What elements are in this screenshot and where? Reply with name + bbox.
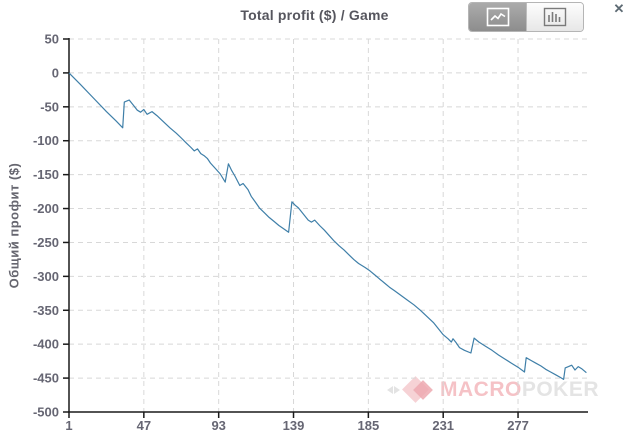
x-tick-label: 277 bbox=[507, 418, 529, 433]
y-tick-label: -450 bbox=[33, 371, 59, 386]
bar-chart-toggle-button[interactable] bbox=[526, 3, 583, 31]
close-button[interactable]: ✕ bbox=[609, 0, 629, 18]
y-tick-label: -500 bbox=[33, 405, 59, 420]
chart-type-toggle bbox=[468, 2, 584, 32]
y-tick-label: -50 bbox=[40, 99, 59, 114]
watermark-brand-secondary: POKER bbox=[521, 378, 600, 401]
line-chart-icon bbox=[486, 7, 509, 27]
x-tick-label: 93 bbox=[211, 418, 225, 433]
chart-title: Total profit ($) / Game bbox=[240, 7, 389, 23]
y-tick-label: -200 bbox=[33, 201, 59, 216]
y-tick-label: -400 bbox=[33, 337, 59, 352]
profit-line-series bbox=[68, 72, 587, 380]
chart-header: Total profit ($) / Game ✕ bbox=[0, 0, 629, 36]
y-tick-label: -350 bbox=[33, 303, 59, 318]
line-chart-toggle-button[interactable] bbox=[469, 3, 526, 31]
bar-chart-icon bbox=[543, 7, 567, 27]
y-tick-label: -100 bbox=[33, 133, 59, 148]
y-tick-label: -250 bbox=[33, 235, 59, 250]
watermark: MACRO POKER bbox=[384, 375, 599, 405]
x-tick-label: 47 bbox=[137, 418, 151, 433]
diamond-logo-icon bbox=[387, 376, 433, 403]
x-tick-label: 185 bbox=[358, 418, 380, 433]
watermark-brand-primary: MACRO bbox=[440, 378, 522, 401]
x-tick-label: 139 bbox=[283, 418, 305, 433]
y-tick-label: -150 bbox=[33, 167, 59, 182]
y-tick-label: 50 bbox=[45, 32, 59, 47]
y-tick-label: 0 bbox=[52, 65, 59, 80]
x-tick-label: 231 bbox=[432, 418, 454, 433]
y-tick-label: -300 bbox=[33, 269, 59, 284]
x-tick-label: 1 bbox=[65, 418, 72, 433]
